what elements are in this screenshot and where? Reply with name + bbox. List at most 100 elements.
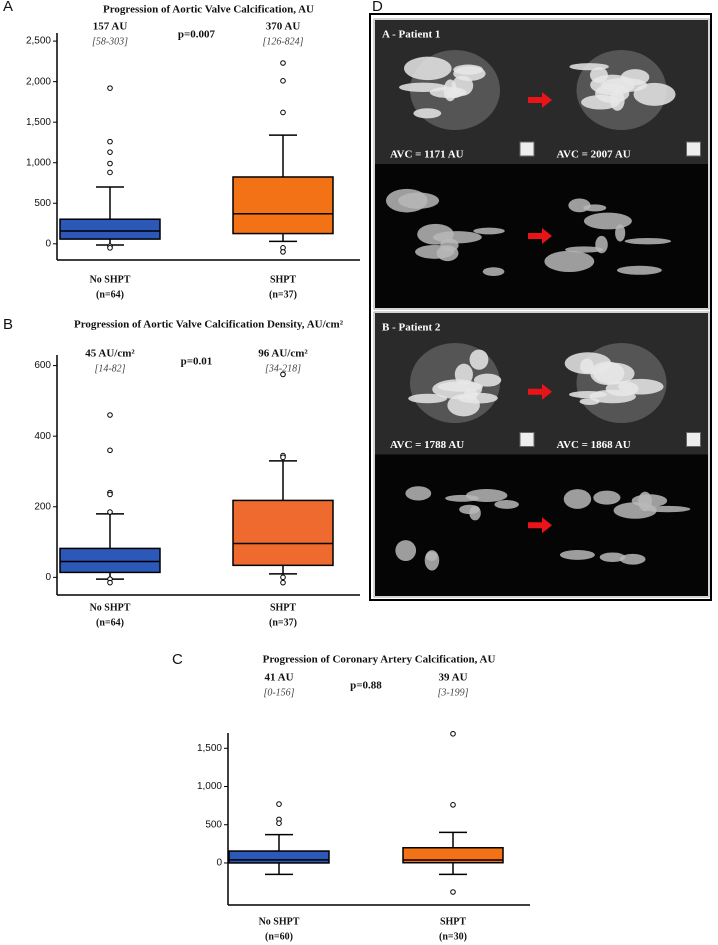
- outlier: [107, 169, 113, 176]
- outlier: [280, 60, 286, 66]
- orientation-cube: [519, 141, 535, 157]
- tissue: [473, 373, 502, 387]
- panel-d: D A - Patient 1 AVC = 1171 AU AVC = 2007 A…: [369, 0, 712, 601]
- box: [402, 846, 504, 864]
- chart-title: Progression of Coronary Artery Calcifica…: [263, 654, 496, 666]
- tissue: [633, 82, 676, 106]
- tissue: [494, 500, 519, 509]
- orientation-cube: [686, 141, 701, 157]
- tissue: [563, 489, 592, 509]
- box: [232, 499, 334, 567]
- median-label: 45 AU/cm²: [85, 348, 135, 360]
- tissue: [569, 63, 609, 71]
- arrow: [528, 383, 552, 400]
- tissue: [395, 540, 417, 562]
- tissue: [437, 381, 483, 392]
- panel-letter: B: [3, 316, 13, 333]
- tissue: [599, 552, 626, 562]
- panel-d-frame: [369, 13, 712, 601]
- case-frame: [373, 18, 710, 310]
- case-title: A - Patient 1: [382, 29, 440, 41]
- outlier: [107, 491, 113, 498]
- box: [59, 218, 161, 240]
- category-label: SHPT: [270, 274, 296, 285]
- tissue: [469, 349, 489, 370]
- category-note: (n=60): [265, 931, 293, 942]
- avc-before: AVC = 1788 AU: [390, 439, 464, 451]
- outlier: [107, 245, 113, 251]
- outlier: [280, 249, 286, 255]
- panel-letter: C: [172, 651, 183, 668]
- tissue: [616, 265, 662, 275]
- tissue: [465, 488, 508, 503]
- outlier: [450, 802, 456, 808]
- tissue: [564, 352, 612, 375]
- outlier: [280, 579, 286, 586]
- avc-after: AVC = 2007 AU: [557, 149, 631, 161]
- p-value: p=0.88: [350, 680, 382, 692]
- tissue: [583, 204, 607, 212]
- tissue: [589, 67, 608, 83]
- panel-letter: D: [372, 0, 383, 15]
- outlier: [107, 138, 113, 145]
- arrow: [528, 517, 552, 534]
- category-note: (n=64): [96, 617, 124, 628]
- outlier: [450, 730, 456, 737]
- case-frame: [373, 311, 710, 598]
- iqr-label: [58-303]: [92, 36, 128, 47]
- outlier: [280, 78, 286, 84]
- tissue: [415, 244, 455, 259]
- y-tick-label: 0: [216, 858, 222, 869]
- chart-title: Progression of Aortic Valve Calcificatio…: [103, 4, 314, 16]
- y-tick-label: 0: [45, 238, 51, 249]
- iqr-label: [3-199]: [437, 687, 468, 698]
- y-tick-label: 600: [34, 360, 51, 371]
- tissue: [429, 86, 467, 98]
- outlier: [107, 85, 113, 91]
- median-label: 157 AU: [93, 21, 128, 33]
- tissue: [473, 227, 505, 235]
- outlier: [276, 820, 282, 827]
- outlier: [107, 412, 113, 418]
- tissue: [620, 69, 650, 86]
- y-tick-label: 2,500: [26, 36, 51, 47]
- y-tick-label: 500: [205, 819, 222, 830]
- arrow: [528, 228, 552, 244]
- outlier: [280, 371, 286, 378]
- case-title: B - Patient 2: [382, 322, 441, 334]
- outlier: [280, 574, 286, 581]
- p-value: p=0.01: [181, 356, 213, 368]
- box: [232, 176, 334, 235]
- tissue: [605, 381, 639, 397]
- y-tick-label: 1,500: [26, 117, 51, 128]
- orientation-cube: [519, 432, 535, 447]
- tissue: [408, 393, 448, 404]
- outlier: [450, 889, 456, 895]
- tissue: [432, 231, 482, 244]
- outlier: [107, 149, 113, 155]
- outlier: [107, 447, 113, 454]
- median-label: 370 AU: [266, 21, 301, 33]
- tissue: [564, 246, 604, 253]
- median-label: 41 AU: [264, 672, 293, 684]
- outlier: [107, 579, 113, 586]
- avc-before: AVC = 1171 AU: [390, 149, 464, 161]
- median-label: 39 AU: [438, 672, 467, 684]
- outlier: [280, 109, 286, 116]
- box: [59, 547, 161, 574]
- tissue: [624, 238, 672, 245]
- chart-title: Progression of Aortic Valve Calcificatio…: [74, 319, 344, 331]
- category-note: (n=37): [269, 289, 297, 300]
- y-tick-label: 1,000: [197, 781, 222, 792]
- orientation-cube: [686, 432, 701, 447]
- outlier: [107, 509, 113, 515]
- category-label: No SHPT: [90, 602, 131, 613]
- tissue: [453, 66, 486, 81]
- iqr-label: [34-218]: [265, 363, 301, 374]
- tissue: [619, 553, 646, 565]
- avc-after: AVC = 1868 AU: [557, 439, 631, 451]
- tissue: [385, 188, 428, 213]
- median-label: 96 AU/cm²: [258, 348, 308, 360]
- y-tick-label: 400: [34, 431, 51, 442]
- category-note: (n=30): [439, 931, 467, 942]
